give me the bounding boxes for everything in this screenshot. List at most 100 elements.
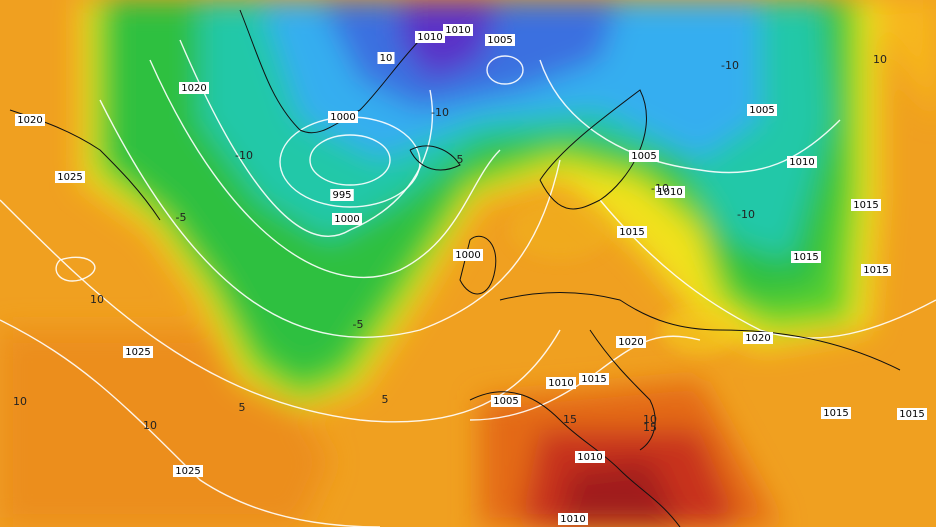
pressure-label: 1020 [179,82,209,94]
pressure-text: 1015 [863,265,888,276]
pressure-label: 1005 [629,150,659,162]
label-box [377,52,395,64]
label-box [332,213,362,225]
pressure-text: 1010 [789,157,814,168]
temperature-label: 10 [873,53,887,66]
pressure-label: 1020 [743,332,773,344]
label-box [15,114,45,126]
temperature-label: 10 [90,293,104,306]
label-box [558,513,588,525]
temperature-label: 10 [643,413,657,426]
pressure-label: 1025 [173,465,203,477]
pressure-label: 995 [330,189,354,201]
pressure-text: 1000 [330,112,355,123]
temperature-label: -5 [353,318,364,331]
label-box [616,336,646,348]
pressure-label: 1020 [616,336,646,348]
pressure-text: 1015 [619,227,644,238]
temperature-label: -5 [176,211,187,224]
pressure-text: 1010 [445,25,470,36]
label-box [821,407,851,419]
pressure-text: 10 [380,53,393,64]
pressure-label: 1005 [485,34,515,46]
pressure-text: 1015 [823,408,848,419]
pressure-label: 1010 [787,156,817,168]
label-box [897,408,927,420]
pressure-label: 1015 [821,407,851,419]
pressure-text: 1025 [57,172,82,183]
temperature-label: -10 [651,182,669,195]
pressure-label: 1015 [861,264,891,276]
pressure-label: 1000 [328,111,358,123]
pressure-label: 10 [377,52,395,64]
label-box [443,24,473,36]
temperature-label: 10 [143,419,157,432]
pressure-text: 1015 [853,200,878,211]
temperature-label: -10 [737,208,755,221]
pressure-label: 1010 [575,451,605,463]
pressure-text: 1010 [657,187,682,198]
label-box [579,373,609,385]
pressure-text: 1020 [17,115,42,126]
pressure-label: 1000 [453,249,483,261]
pressure-label: 1015 [897,408,927,420]
label-box [55,171,85,183]
pressure-text: 1015 [581,374,606,385]
pressure-label: 1010 [415,31,445,43]
temperature-label: 15 [563,413,577,426]
label-box [617,226,647,238]
label-box [743,332,773,344]
label-box [791,251,821,263]
temperature-label: -10 [431,106,449,119]
label-box [747,104,777,116]
label-box [173,465,203,477]
pressure-text: 1015 [899,409,924,420]
pressure-label: 1015 [579,373,609,385]
pressure-text: 1000 [334,214,359,225]
pressure-label: 1015 [791,251,821,263]
label-box [655,186,685,198]
label-box [453,249,483,261]
pressure-text: 1020 [618,337,643,348]
pressure-label: 1020 [15,114,45,126]
pressure-text: 1025 [125,347,150,358]
pressure-label: 1005 [747,104,777,116]
label-box [330,189,354,201]
pressure-label: 1010 [558,513,588,525]
label-box [546,377,576,389]
temperature-label: 5 [239,401,246,414]
label-box [123,346,153,358]
temperature-label: 15 [643,421,657,434]
pressure-text: 1010 [548,378,573,389]
labels: 1010101010051010201000102010051005101010… [13,24,927,525]
pressure-label: 1025 [123,346,153,358]
pressure-text: 1010 [417,32,442,43]
label-box [179,82,209,94]
temperature-label: 5 [457,153,464,166]
temperature-label: -10 [235,149,253,162]
label-box [787,156,817,168]
label-box [415,31,445,43]
pressure-text: 1015 [793,252,818,263]
pressure-label: 1025 [55,171,85,183]
pressure-text: 995 [332,190,351,201]
pressure-text: 1020 [181,83,206,94]
pressure-text: 1020 [745,333,770,344]
pressure-label: 1015 [617,226,647,238]
temperature-label: -10 [721,59,739,72]
label-box [485,34,515,46]
pressure-text: 1005 [631,151,656,162]
pressure-label: 1010 [546,377,576,389]
pressure-label: 1005 [491,395,521,407]
label-box [328,111,358,123]
pressure-label: 1000 [332,213,362,225]
temperature-label: 5 [382,393,389,406]
temperature-label: 10 [13,395,27,408]
pressure-label: 1010 [655,186,685,198]
label-box [575,451,605,463]
label-box [629,150,659,162]
pressure-text: 1010 [560,514,585,525]
pressure-text: 1005 [749,105,774,116]
